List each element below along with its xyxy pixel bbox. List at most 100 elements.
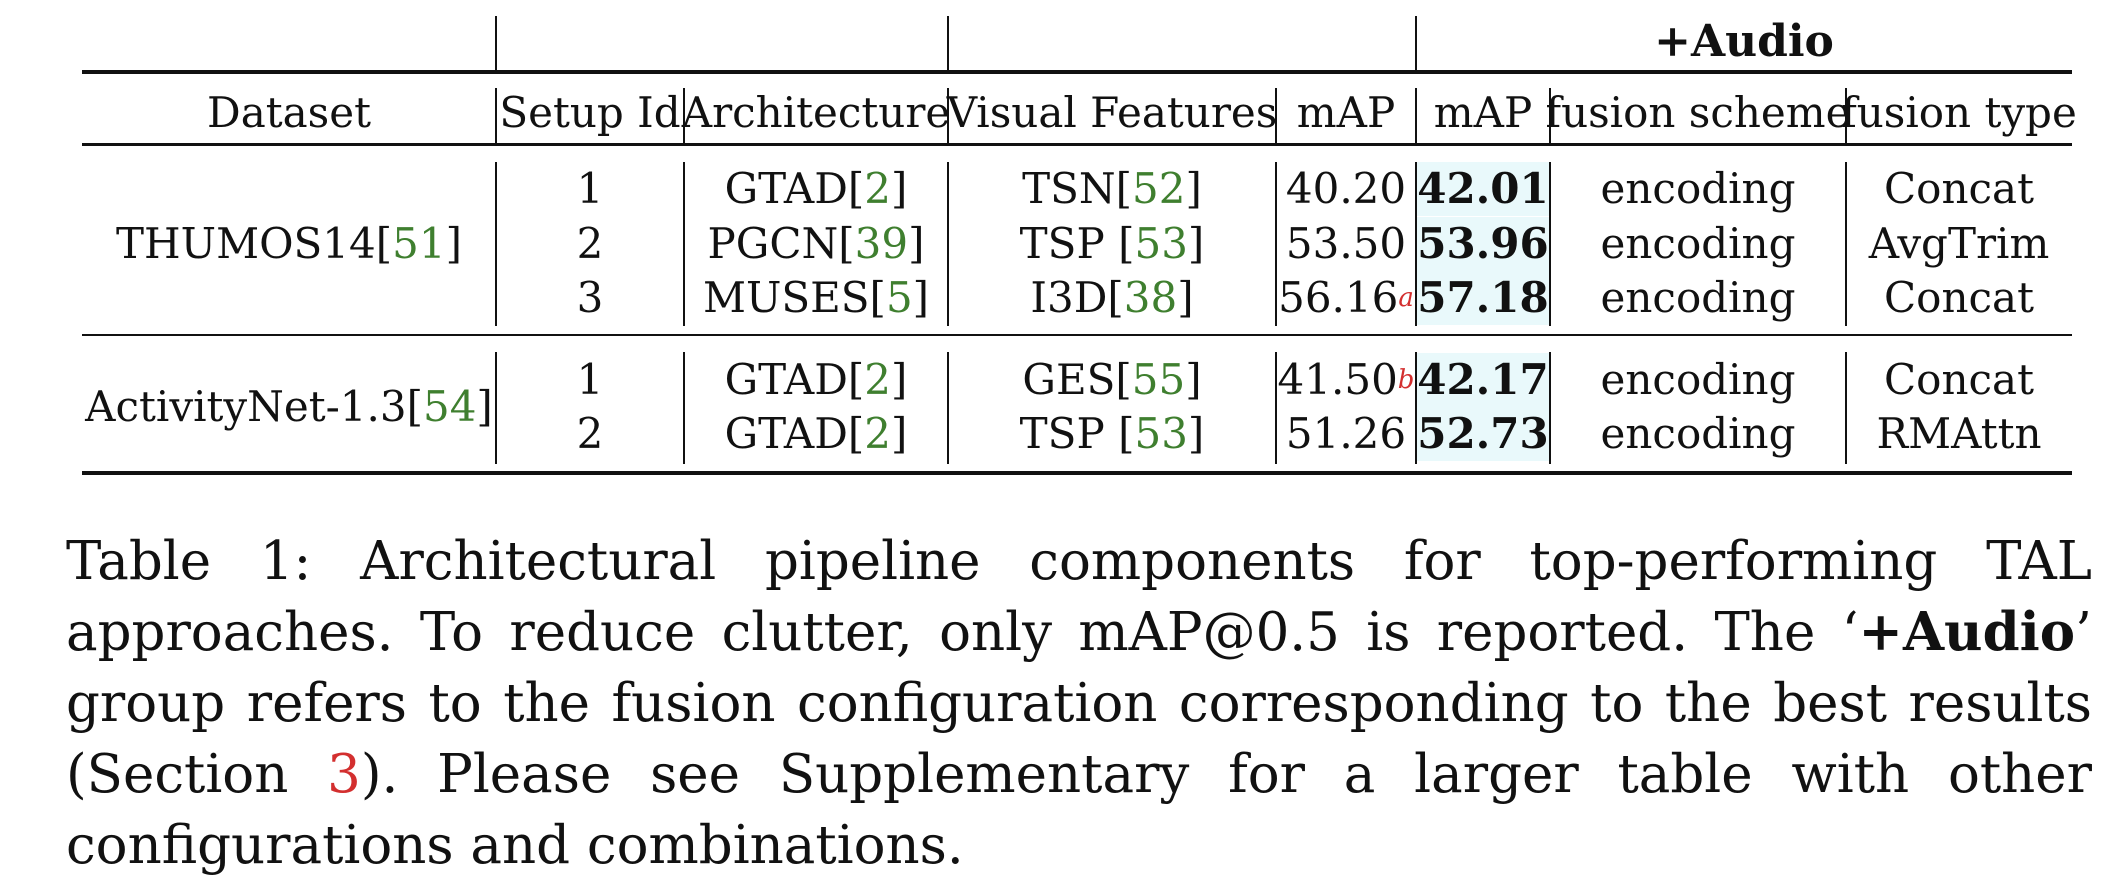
bracket: [ <box>869 273 886 322</box>
visual-features-citation-link[interactable]: 53 <box>1134 409 1188 458</box>
fusion-type: Concat <box>1884 273 2034 322</box>
column-header-visual-features: Visual Features <box>946 88 1278 137</box>
architecture-citation-link[interactable]: 5 <box>885 273 913 322</box>
map-visual-value: 40.20 <box>1276 162 1416 216</box>
bracket: ] <box>891 409 908 458</box>
fusion-type: Concat <box>1884 164 2034 213</box>
column-rule <box>1549 162 1551 326</box>
architecture-name: GTAD <box>724 355 848 404</box>
architecture-cell: GTAD[2] <box>684 162 948 216</box>
bracket: ] <box>1185 164 1202 213</box>
table-caption: Table 1: Architectural pipeline componen… <box>66 526 2092 881</box>
bracket: ] <box>1185 355 1202 404</box>
architecture-name: GTAD <box>724 164 848 213</box>
bracket: [ <box>847 409 865 458</box>
map-visual-value: 53.50 <box>1276 217 1416 271</box>
caption-audio-bold: +Audio <box>1858 601 2076 663</box>
architecture-name: MUSES <box>702 273 870 322</box>
map-number: 56.16 <box>1278 273 1399 322</box>
column-rule <box>495 88 497 143</box>
column-rule <box>495 162 497 326</box>
results-table: +Audio Dataset Setup Id Architecture Visual … <box>82 0 2077 490</box>
column-rule <box>683 352 685 464</box>
visual-features-name: TSN <box>1022 164 1116 213</box>
map-number: 40.20 <box>1285 164 1407 213</box>
fusion-type: AvgTrim <box>1868 219 2050 268</box>
bracket: ] <box>445 218 462 268</box>
visual-features-cell: I3D[38] <box>948 271 1276 325</box>
column-rule <box>947 16 949 70</box>
map-audio-value: 53.96 <box>1417 217 1549 271</box>
visual-features-name: TSP <box>1019 409 1119 458</box>
bracket: [ <box>847 355 865 404</box>
column-rule <box>683 162 685 326</box>
bracket: [ <box>1115 355 1132 404</box>
section-reference-link[interactable]: 3 <box>327 744 361 805</box>
column-header-dataset: Dataset <box>207 88 371 137</box>
visual-features-citation-link[interactable]: 53 <box>1134 219 1188 268</box>
map-audio-value: 52.73 <box>1417 407 1549 461</box>
column-rule <box>947 88 949 143</box>
architecture-citation-link[interactable]: 39 <box>854 219 909 268</box>
map-visual-value: 56.16 a <box>1276 271 1416 325</box>
group-separator-rule <box>82 334 2072 336</box>
column-rule <box>1845 162 1847 326</box>
map-visual-value: 41.50 b <box>1276 353 1416 407</box>
caption-middle: ’ group refers to the fusion configurati… <box>66 602 2092 805</box>
dataset-citation-link[interactable]: 54 <box>422 382 477 431</box>
architecture-citation-link[interactable]: 2 <box>864 355 891 404</box>
column-rule <box>1415 88 1417 143</box>
bracket: ] <box>1177 273 1194 322</box>
bracket: [ <box>1115 164 1133 213</box>
column-rule <box>1549 88 1551 143</box>
setup-id: 1 <box>576 164 604 213</box>
column-rule <box>1415 352 1417 464</box>
caption-prefix: Table 1: Architectural pipeline componen… <box>66 531 2092 663</box>
visual-features-cell: GES[55] <box>948 353 1276 407</box>
bracket: ] <box>912 273 930 322</box>
visual-features-name: GES <box>1022 355 1116 404</box>
visual-features-citation-link[interactable]: 55 <box>1131 355 1186 404</box>
visual-features-citation-link[interactable]: 52 <box>1132 164 1186 213</box>
bracket: [ <box>406 382 423 431</box>
column-rule <box>1275 352 1277 464</box>
bracket: [ <box>375 218 393 268</box>
architecture-cell: GTAD[2] <box>684 353 948 407</box>
caption-suffix: ). Please see Supplementary for a larger… <box>66 744 2092 876</box>
architecture-cell: PGCN[39] <box>684 217 948 271</box>
column-rule <box>1275 162 1277 326</box>
bracket: [ <box>838 219 855 268</box>
visual-features-cell: TSP [53] <box>948 407 1276 461</box>
map-audio-value: 57.18 <box>1417 271 1549 325</box>
bracket: ] <box>1187 409 1205 458</box>
visual-features-name: I3D <box>1030 273 1108 322</box>
architecture-cell: GTAD[2] <box>684 407 948 461</box>
fusion-scheme: encoding <box>1600 409 1796 458</box>
map-number: 53.50 <box>1285 219 1407 268</box>
bracket: ] <box>891 355 908 404</box>
bracket: ] <box>1187 219 1205 268</box>
setup-id: 2 <box>576 219 604 268</box>
column-rule <box>1845 88 1847 143</box>
setup-id: 2 <box>576 409 604 458</box>
column-rule <box>495 16 497 70</box>
architecture-citation-link[interactable]: 2 <box>864 409 891 458</box>
column-header-fusion-scheme: fusion scheme <box>1545 88 1851 137</box>
visual-features-citation-link[interactable]: 38 <box>1123 273 1178 322</box>
header-top-rule <box>82 70 2072 74</box>
dataset-citation-link[interactable]: 51 <box>392 218 446 268</box>
column-rule <box>1845 352 1847 464</box>
dataset-name: ActivityNet-1.3[54] <box>82 380 496 434</box>
fusion-scheme: encoding <box>1600 219 1796 268</box>
architecture-citation-link[interactable]: 2 <box>864 164 891 213</box>
column-header-map-audio: mAP <box>1433 88 1533 137</box>
column-rule <box>1415 16 1417 70</box>
bracket: ] <box>908 219 925 268</box>
architecture-name: GTAD <box>724 409 848 458</box>
column-rule <box>1549 352 1551 464</box>
fusion-type: RMAttn <box>1876 409 2042 458</box>
column-rule <box>1275 88 1277 143</box>
column-header-map-visual: mAP <box>1296 88 1396 137</box>
bracket: [ <box>1118 219 1135 268</box>
column-header-fusion-type: fusion type <box>1841 88 2077 137</box>
